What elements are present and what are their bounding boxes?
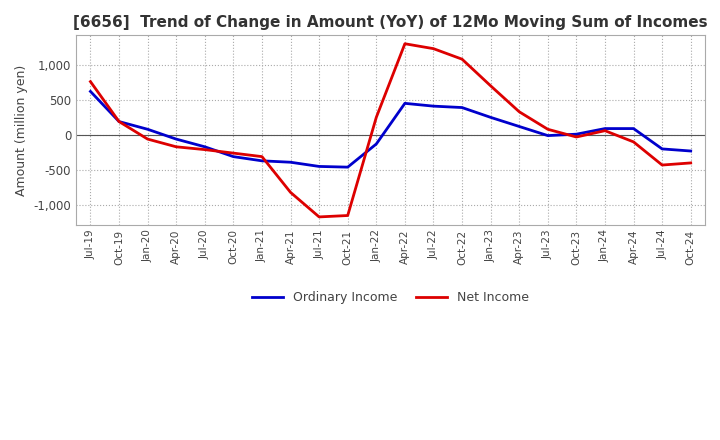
Ordinary Income [658, 146, 667, 151]
Net Income [429, 46, 438, 51]
Ordinary Income [143, 127, 152, 132]
Ordinary Income [600, 126, 609, 131]
Net Income [86, 79, 95, 84]
Legend: Ordinary Income, Net Income: Ordinary Income, Net Income [247, 286, 534, 309]
Ordinary Income [200, 144, 209, 150]
Net Income [315, 214, 323, 220]
Net Income [287, 190, 295, 195]
Ordinary Income [544, 133, 552, 138]
Net Income [686, 160, 695, 165]
Net Income [400, 41, 409, 46]
Net Income [114, 119, 123, 124]
Ordinary Income [400, 101, 409, 106]
Net Income [486, 83, 495, 88]
Title: [6656]  Trend of Change in Amount (YoY) of 12Mo Moving Sum of Incomes: [6656] Trend of Change in Amount (YoY) o… [73, 15, 708, 30]
Net Income [572, 134, 581, 139]
Net Income [258, 154, 266, 159]
Net Income [343, 213, 352, 218]
Ordinary Income [343, 165, 352, 170]
Ordinary Income [515, 124, 523, 129]
Ordinary Income [229, 154, 238, 159]
Ordinary Income [114, 119, 123, 124]
Net Income [143, 136, 152, 142]
Line: Net Income: Net Income [91, 44, 690, 217]
Ordinary Income [258, 158, 266, 164]
Ordinary Income [629, 126, 638, 131]
Net Income [172, 144, 181, 150]
Net Income [515, 109, 523, 114]
Net Income [458, 56, 467, 62]
Ordinary Income [572, 132, 581, 137]
Net Income [229, 150, 238, 156]
Ordinary Income [372, 141, 381, 147]
Line: Ordinary Income: Ordinary Income [91, 92, 690, 167]
Y-axis label: Amount (million yen): Amount (million yen) [15, 64, 28, 196]
Net Income [658, 162, 667, 168]
Ordinary Income [315, 164, 323, 169]
Ordinary Income [686, 148, 695, 154]
Net Income [629, 139, 638, 144]
Net Income [372, 115, 381, 120]
Net Income [200, 147, 209, 152]
Ordinary Income [172, 136, 181, 142]
Ordinary Income [287, 160, 295, 165]
Net Income [544, 127, 552, 132]
Ordinary Income [486, 115, 495, 120]
Ordinary Income [86, 89, 95, 94]
Ordinary Income [429, 103, 438, 109]
Ordinary Income [458, 105, 467, 110]
Net Income [600, 128, 609, 133]
